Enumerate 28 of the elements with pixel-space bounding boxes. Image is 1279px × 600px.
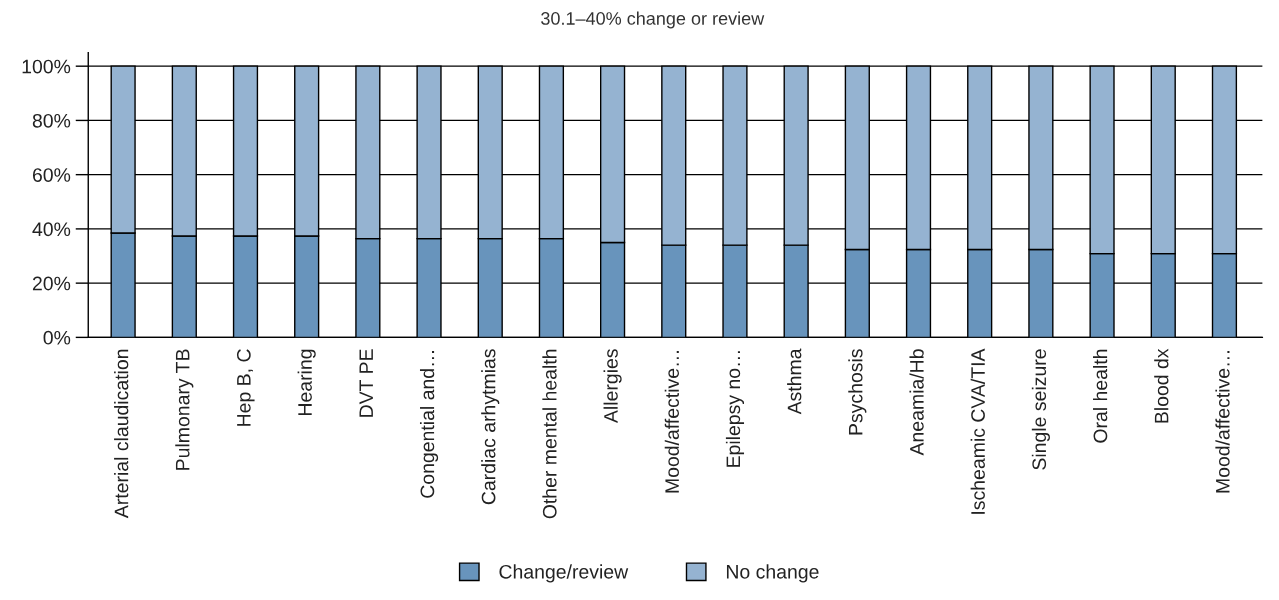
x-tick-label: Aneamia/Hb [909,349,924,456]
y-tick-label: 80% [32,113,71,128]
x-tick-label: Ischeamic CVA/TIA [970,348,985,514]
y-tick-label: 0% [43,330,71,345]
x-tick-label: Single seizure [1031,349,1050,470]
x-tick-label: Oral health [1093,349,1108,443]
chart-title: 30.1–40% change or review [541,11,765,29]
y-tick-label: 60% [32,168,71,182]
y-tick-label: 100% [22,59,71,74]
x-tick-label: Hearing [297,349,316,415]
x-tick-label: Other mental health [542,349,557,519]
legend-label: Change/review [499,564,629,583]
y-tick-label: 20% [32,276,71,291]
x-tick-label: Congential and… [419,351,439,498]
x-tick-label: Blood dx [1154,348,1169,423]
x-tick-label: Arterial claudication [114,349,129,519]
x-tick-label: Mood/affective… [1215,351,1230,493]
y-tick-label: 40% [32,222,71,237]
x-tick-label: Asthma [787,348,802,415]
legend-label: No change [726,564,819,583]
x-tick-label: Epilepsy no… [725,351,745,467]
x-tick-label: Cardiac arhytmias [481,349,500,505]
x-tick-label: Pulmonary TB [175,349,194,470]
x-tick-label: Psychosis [848,349,867,435]
x-tick-label: Mood/affective… [664,351,679,493]
x-tick-label: Hep B, C [236,349,255,426]
x-tick-label: DVT PE [359,349,373,417]
x-tick-label: Allergies [603,349,622,424]
